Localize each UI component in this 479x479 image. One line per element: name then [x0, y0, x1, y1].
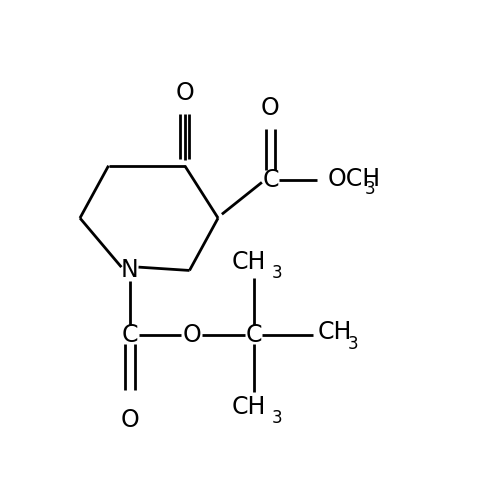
- Text: O: O: [261, 96, 280, 120]
- Text: N: N: [121, 259, 139, 283]
- Text: 3: 3: [348, 335, 358, 354]
- Text: OCH: OCH: [328, 167, 381, 191]
- Text: 3: 3: [272, 409, 283, 427]
- Text: O: O: [182, 323, 201, 347]
- Text: CH: CH: [232, 251, 266, 274]
- Text: O: O: [175, 81, 194, 105]
- Text: 3: 3: [272, 264, 283, 282]
- Text: C: C: [122, 323, 138, 347]
- Text: CH: CH: [318, 320, 353, 344]
- Text: C: C: [246, 323, 262, 347]
- Text: CH: CH: [232, 395, 266, 419]
- Text: O: O: [121, 409, 139, 433]
- Text: 3: 3: [365, 181, 376, 198]
- Text: C: C: [262, 168, 279, 192]
